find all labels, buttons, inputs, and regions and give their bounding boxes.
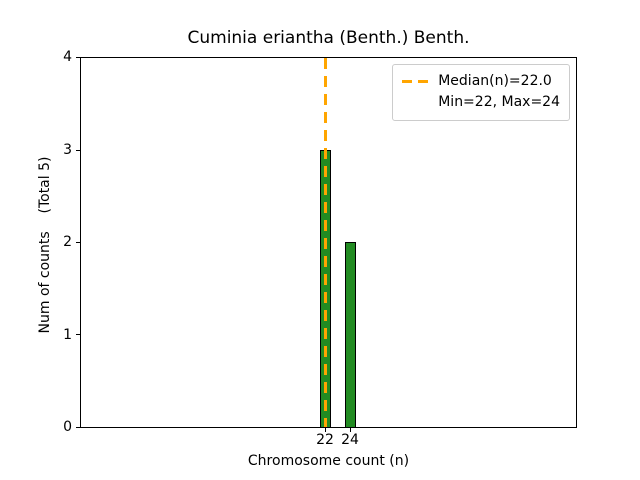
legend-entry-minmax: Min=22, Max=24 (402, 92, 560, 113)
legend-marker-spacer (402, 92, 430, 113)
x-tick-mark (325, 428, 326, 432)
median-dash-icon (402, 80, 431, 83)
x-axis-label: Chromosome count (n) (247, 453, 410, 469)
ytick-label-1: 1 (63, 327, 72, 343)
xtick-label-22: 22 (316, 432, 334, 448)
chart-title: Cuminia eriantha (Benth.) Benth. (187, 28, 470, 48)
plot-area: Median(n)=22.0 Min=22, Max=24 (80, 57, 577, 428)
legend-entry-median: Median(n)=22.0 (402, 71, 560, 92)
bar-22 (320, 150, 331, 427)
x-tick-mark (350, 428, 351, 432)
ytick-label-2: 2 (63, 234, 72, 250)
legend-label-median: Median(n)=22.0 (438, 73, 552, 89)
y-tick-mark (76, 242, 80, 243)
y-tick-mark (76, 150, 80, 151)
ytick-label-3: 3 (63, 142, 72, 158)
y-tick-mark (76, 334, 80, 335)
bar-24 (345, 242, 356, 427)
legend-label-minmax: Min=22, Max=24 (438, 94, 560, 110)
ytick-label-0: 0 (63, 419, 72, 435)
y-tick-mark (76, 57, 80, 58)
y-tick-mark (76, 427, 80, 428)
ytick-label-4: 4 (63, 49, 72, 65)
xtick-label-24: 24 (341, 432, 359, 448)
legend: Median(n)=22.0 Min=22, Max=24 (392, 64, 570, 121)
